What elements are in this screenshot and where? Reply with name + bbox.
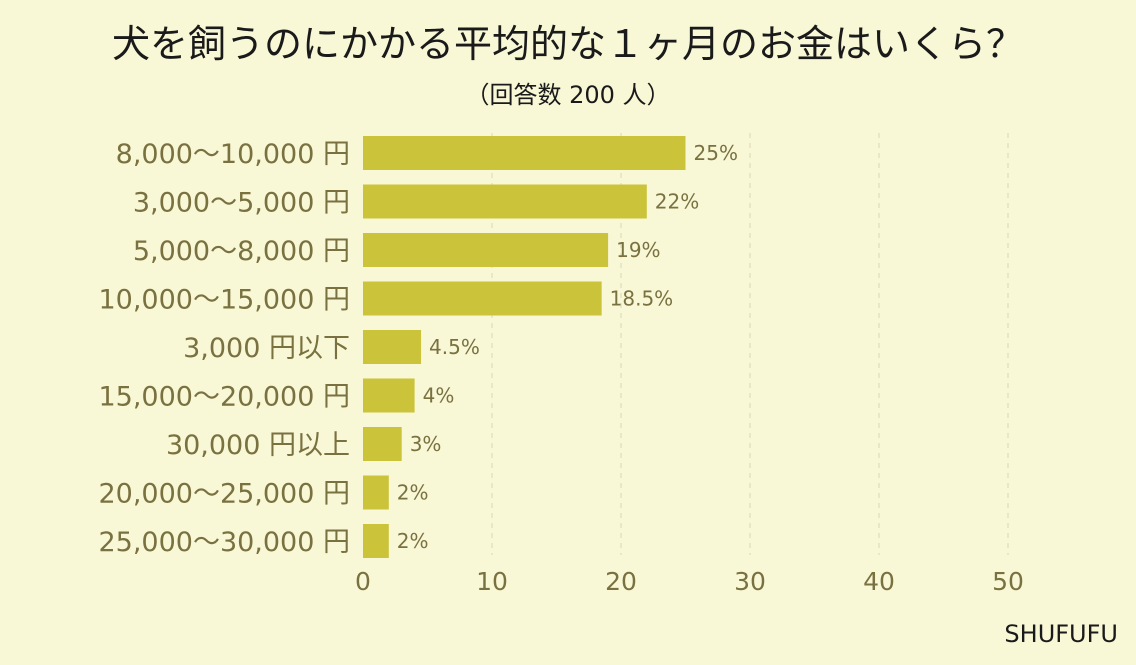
- data-label: 2%: [397, 529, 429, 553]
- x-tick-label: 20: [605, 567, 637, 596]
- bar: [363, 330, 422, 364]
- x-tick-label: 40: [863, 567, 895, 596]
- bar: [363, 281, 602, 316]
- bar: [363, 475, 389, 510]
- bar: [363, 524, 389, 558]
- category-label: 30,000 円以上: [166, 430, 350, 461]
- data-label: 18.5%: [610, 287, 674, 311]
- category-label: 3,000 円以下: [183, 333, 350, 364]
- data-label: 25%: [694, 141, 738, 165]
- data-label: 2%: [397, 481, 429, 505]
- x-tick-label: 10: [476, 567, 508, 596]
- category-label: 15,000〜20,000 円: [98, 382, 350, 413]
- category-label: 10,000〜15,000 円: [98, 285, 350, 316]
- brand-watermark: SHUFUFU: [1004, 620, 1118, 648]
- bar: [363, 378, 415, 413]
- bars: 8,000〜10,000 円 25% 3,000〜5,000 円 22% 5,000〜8…: [98, 136, 738, 558]
- data-label: 19%: [616, 238, 660, 262]
- category-label: 25,000〜30,000 円: [98, 527, 350, 558]
- bar: [363, 233, 609, 267]
- x-tick-label: 30: [734, 567, 766, 596]
- data-label: 4.5%: [429, 335, 480, 359]
- data-label: 4%: [423, 384, 455, 408]
- x-tick-label: 50: [992, 567, 1024, 596]
- category-label: 3,000〜5,000 円: [133, 188, 350, 219]
- bar: [363, 184, 647, 219]
- category-label: 8,000〜10,000 円: [116, 139, 350, 170]
- category-label: 5,000〜8,000 円: [133, 236, 350, 267]
- chart-title: 犬を飼うのにかかる平均的な１ヶ月のお金はいくら？: [112, 22, 1024, 66]
- x-axis: 0 10 20 30 40 50: [355, 567, 1024, 596]
- bar: [363, 136, 686, 170]
- category-label: 20,000〜25,000 円: [98, 479, 350, 510]
- data-label: 3%: [410, 432, 442, 456]
- x-tick-label: 0: [355, 567, 371, 596]
- bar: [363, 427, 402, 461]
- chart-subtitle: （回答数 200 人）: [465, 81, 670, 109]
- data-label: 22%: [655, 190, 699, 214]
